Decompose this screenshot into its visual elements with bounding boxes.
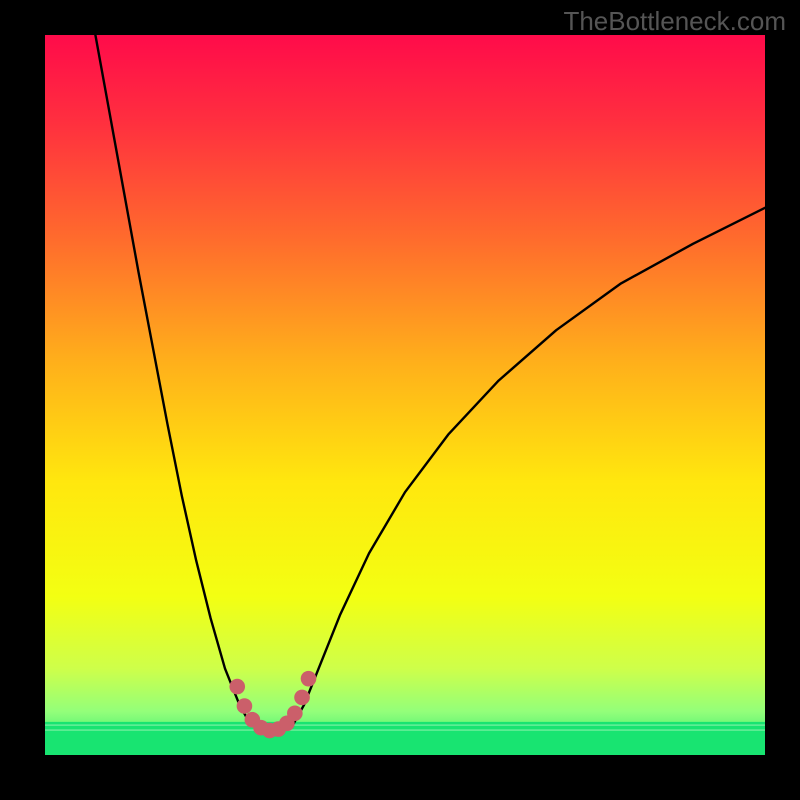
chart-stage: TheBottleneck.com <box>0 0 800 800</box>
watermark-label: TheBottleneck.com <box>563 6 786 37</box>
marker-dot <box>294 690 310 706</box>
marker-dot <box>237 698 253 714</box>
marker-dot <box>287 705 303 721</box>
gradient-panel <box>45 35 765 755</box>
marker-dot <box>301 671 317 687</box>
bottom-band <box>45 722 765 755</box>
bottleneck-chart <box>0 0 800 800</box>
marker-dot <box>229 679 245 695</box>
